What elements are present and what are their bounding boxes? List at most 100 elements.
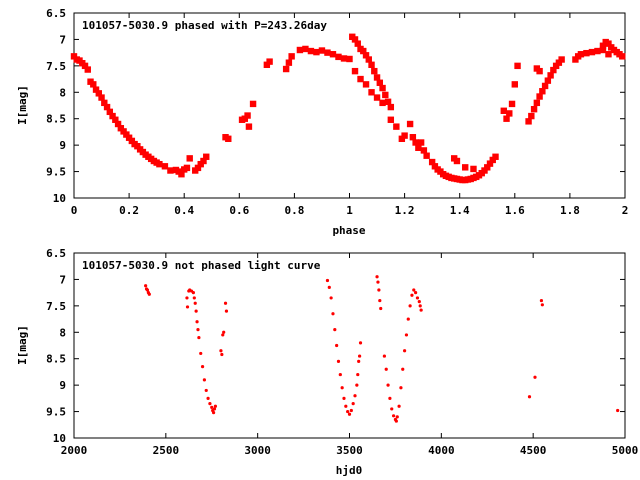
chart-title-phased: 101057-5030.9 phased with P=243.26day — [82, 19, 327, 32]
data-point-phased — [420, 147, 428, 154]
data-point-phased — [506, 110, 513, 117]
data-point-phased — [302, 45, 309, 53]
data-point-unphased — [375, 275, 379, 279]
data-point-phased — [362, 52, 370, 59]
data-point-unphased — [221, 333, 225, 337]
data-point-phased — [594, 47, 601, 55]
data-point-unphased — [336, 359, 341, 363]
data-point-phased — [114, 120, 122, 128]
data-point-unphased — [357, 359, 361, 363]
y-tick-label-unphased: 9.5 — [46, 406, 66, 419]
axis-ticks-phased: 0 0.2 0.4 0.6 0.8 1 1.2 1.4 1.6 1.8 2 6.5 7 7.5 8 8.5 9 9… — [46, 7, 628, 217]
data-point-unphased — [527, 395, 532, 399]
data-point-phased — [186, 155, 193, 162]
data-point-phased — [453, 157, 461, 165]
data-point-unphased — [331, 312, 335, 316]
data-point-phased — [492, 153, 499, 160]
data-point-phased — [225, 135, 232, 142]
y-tick-label-phased: 9 — [59, 139, 66, 152]
data-point-phased — [98, 94, 105, 101]
data-point-unphased — [397, 404, 401, 408]
data-point-unphased — [351, 402, 355, 406]
data-point-phased — [415, 144, 422, 151]
data-point-phased — [324, 49, 331, 56]
data-point-phased — [619, 53, 626, 60]
data-point-unphased — [358, 341, 363, 345]
data-point-phased — [503, 115, 510, 122]
data-point-unphased — [346, 409, 350, 414]
data-point-unphased — [406, 317, 410, 321]
data-point-unphased — [335, 343, 339, 348]
y-tick-label-unphased: 7 — [59, 273, 66, 286]
data-point-unphased — [338, 372, 342, 377]
data-point-unphased — [376, 280, 380, 284]
data-point-unphased — [340, 386, 344, 390]
data-point-phased — [340, 55, 348, 62]
chart-phased: 101057-5030.9 phased with P=243.26day ph… — [16, 7, 628, 237]
data-point-phased — [167, 167, 174, 174]
data-point-phased — [384, 98, 392, 105]
y-tick-label-phased: 10 — [53, 192, 66, 205]
x-axis-label-phased: phase — [332, 224, 365, 237]
data-point-phased — [558, 56, 565, 63]
data-point-phased — [313, 48, 320, 56]
data-point-phased — [550, 66, 557, 74]
data-point-unphased — [347, 412, 352, 416]
data-point-phased — [536, 67, 543, 75]
data-point-unphased — [208, 402, 212, 406]
data-point-unphased — [382, 354, 386, 358]
data-point-unphased — [147, 292, 151, 296]
x-tick-label-unphased: 4500 — [520, 444, 547, 457]
y-axis-label-unphased: I[mag] — [16, 325, 29, 365]
axis-ticks-unphased: 2000 2500 3000 3500 4000 4500 5000 6.5 7 7.5 8 8.5 9… — [46, 247, 638, 457]
data-point-phased — [92, 86, 100, 93]
data-point-unphased — [378, 298, 382, 303]
data-point-phased — [288, 53, 295, 60]
data-point-unphased — [196, 328, 200, 332]
data-point-phased — [462, 164, 469, 171]
y-tick-label-unphased: 7.5 — [46, 300, 66, 313]
data-point-phased — [285, 59, 293, 66]
data-point-phased — [508, 100, 516, 108]
data-point-unphased — [356, 372, 360, 377]
data-point-phased — [382, 91, 389, 99]
x-tick-label-phased: 1.8 — [560, 204, 580, 217]
data-point-phased — [605, 40, 612, 47]
x-tick-label-phased: 1.2 — [395, 204, 415, 217]
data-point-unphased — [185, 305, 190, 309]
x-tick-label-unphased: 4000 — [428, 444, 455, 457]
data-point-phased — [245, 123, 253, 130]
data-point-unphased — [333, 328, 337, 332]
data-points-phased — [70, 33, 626, 184]
data-point-unphased — [386, 383, 390, 387]
data-point-unphased — [399, 386, 403, 390]
data-point-phased — [106, 108, 114, 116]
data-point-phased — [486, 160, 494, 167]
y-tick-label-phased: 7.5 — [46, 60, 66, 73]
data-point-phased — [346, 55, 353, 63]
data-point-phased — [379, 84, 386, 92]
data-point-phased — [84, 66, 91, 73]
data-point-phased — [406, 120, 414, 128]
data-point-phased — [357, 75, 364, 83]
data-point-unphased — [224, 309, 229, 313]
data-point-phased — [161, 163, 169, 170]
data-point-unphased — [349, 408, 353, 413]
data-point-unphased — [533, 375, 537, 379]
data-point-phased — [514, 62, 521, 70]
data-point-phased — [249, 100, 257, 108]
x-tick-label-phased: 2 — [622, 204, 629, 217]
data-point-unphased — [342, 396, 346, 400]
data-point-unphased — [355, 383, 359, 387]
data-point-phased — [362, 81, 370, 88]
data-point-phased — [417, 139, 425, 146]
y-tick-label-phased: 8.5 — [46, 113, 66, 126]
data-point-unphased — [353, 394, 357, 398]
data-point-phased — [81, 62, 89, 70]
x-tick-label-phased: 1.4 — [450, 204, 470, 217]
y-tick-label-unphased: 6.5 — [46, 247, 66, 260]
x-axis-label-unphased: hjd0 — [336, 464, 363, 477]
data-point-unphased — [206, 396, 210, 400]
data-point-phased — [525, 118, 532, 125]
data-point-phased — [577, 51, 585, 58]
